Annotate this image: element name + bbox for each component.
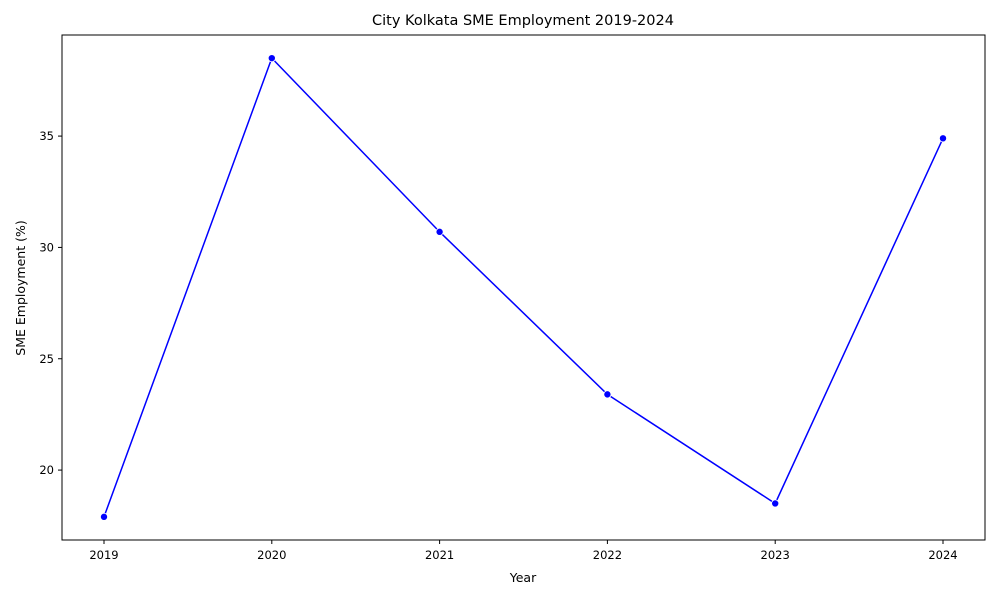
y-axis-label: SME Employment (%) [13, 220, 28, 355]
x-axis-label: Year [509, 570, 537, 585]
data-point [603, 390, 612, 399]
data-point [100, 512, 109, 521]
x-tick-label: 2024 [928, 548, 957, 562]
axes-frame [61, 34, 986, 541]
y-tick-label: 35 [39, 129, 54, 143]
y-tick-label: 25 [39, 352, 54, 366]
plot-area [100, 54, 948, 521]
data-point [771, 499, 780, 508]
data-point [939, 134, 948, 143]
y-tick-label: 20 [39, 463, 54, 477]
y-tick-label: 30 [39, 240, 54, 254]
x-tick-label: 2019 [89, 548, 118, 562]
x-tick-label: 2023 [761, 548, 790, 562]
x-tick-label: 2022 [593, 548, 622, 562]
y-axis: 20 25 30 35 [39, 129, 62, 477]
chart-title: City Kolkata SME Employment 2019-2024 [372, 13, 674, 29]
series-line [103, 56, 944, 518]
x-axis: 2019 2020 2021 2022 2023 2024 [89, 540, 958, 562]
data-point [435, 227, 444, 236]
data-point [267, 54, 276, 63]
x-tick-label: 2020 [257, 548, 286, 562]
x-tick-label: 2021 [425, 548, 454, 562]
